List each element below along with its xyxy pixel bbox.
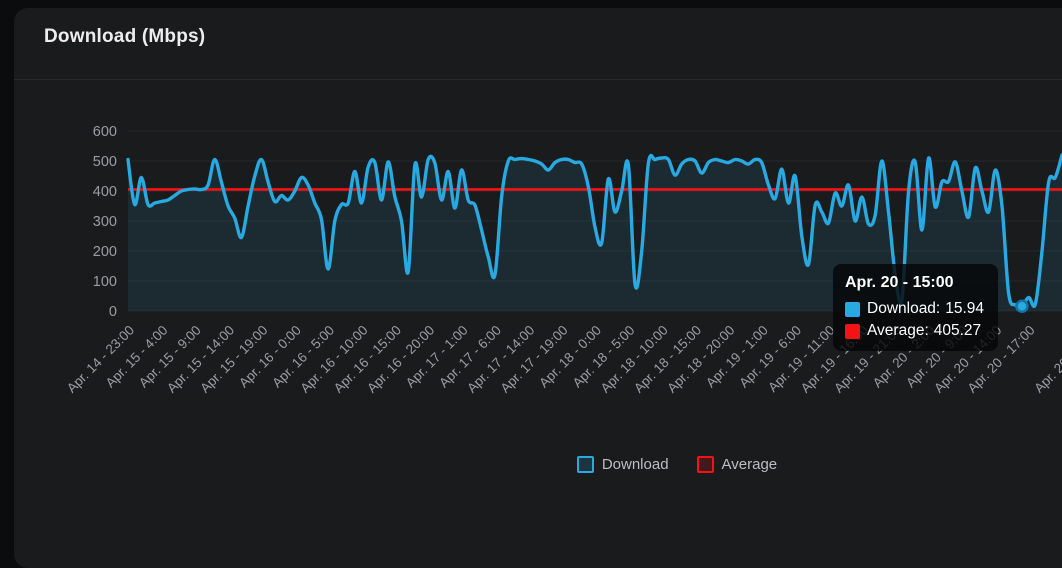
page-title: Download (Mbps): [44, 26, 206, 47]
average-legend-label: Average: [721, 456, 778, 473]
tooltip-row-average: Average: 405.27: [845, 322, 984, 340]
average-swatch-icon: [845, 323, 860, 339]
download-swatch-icon: [845, 301, 860, 317]
y-tick-label: 0: [109, 304, 117, 320]
y-tick-label: 300: [93, 214, 117, 230]
chart-legend: Download Average: [146, 456, 1062, 473]
y-tick-label: 400: [93, 184, 117, 200]
hover-marker: [1015, 299, 1029, 313]
download-legend-swatch-icon: [576, 456, 594, 473]
tooltip-average-label: Average:: [867, 322, 929, 339]
tooltip-title: Apr. 20 - 15:00: [845, 274, 954, 291]
y-tick-label: 600: [93, 124, 117, 140]
card-divider: [14, 79, 1062, 80]
legend-item-download[interactable]: Download: [576, 456, 669, 473]
download-line: [126, 153, 1062, 309]
tooltip-average-value: 405.27: [933, 322, 982, 339]
chart-tooltip: Apr. 20 - 15:00 Download: 15.94 Average:…: [833, 264, 999, 351]
average-legend-swatch-icon: [696, 456, 714, 473]
tooltip-download-label: Download:: [867, 300, 941, 317]
download-legend-label: Download: [601, 456, 669, 473]
y-tick-label: 200: [93, 244, 117, 260]
tooltip-row-download: Download: 15.94: [845, 300, 984, 318]
y-axis-labels: 0 100 200 300 400 500 600: [93, 124, 117, 320]
legend-item-average[interactable]: Average: [696, 456, 778, 473]
y-tick-label: 100: [93, 274, 117, 290]
tooltip-download-value: 15.94: [945, 300, 985, 317]
y-tick-label: 500: [93, 154, 117, 170]
